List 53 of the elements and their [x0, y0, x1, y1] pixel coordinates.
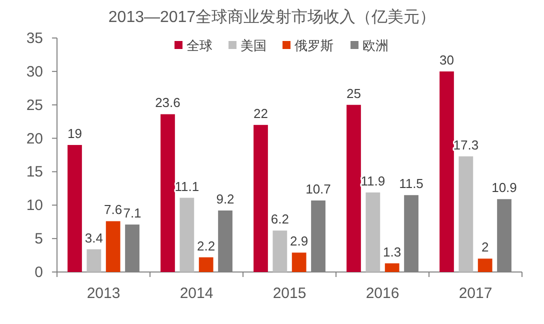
x-tick-label: 2016 — [366, 285, 400, 302]
legend-label: 俄罗斯 — [294, 38, 334, 53]
data-label: 2.2 — [197, 238, 216, 254]
bar — [180, 198, 194, 272]
y-tick-label: 30 — [26, 63, 43, 80]
bar — [86, 249, 102, 272]
y-tick-label: 10 — [26, 197, 43, 214]
y-tick-label: 25 — [26, 96, 43, 114]
data-label: 3.4 — [84, 230, 103, 246]
data-label: 2 — [481, 240, 489, 255]
x-tick-label: 2014 — [180, 285, 214, 302]
data-label: 19 — [68, 126, 82, 141]
bar — [272, 230, 288, 272]
data-label: 7.1 — [123, 206, 142, 221]
y-tick-label: 20 — [26, 130, 43, 148]
bar — [198, 257, 214, 272]
data-label: 10.7 — [306, 181, 331, 196]
bar — [384, 263, 400, 272]
data-label: 6.2 — [270, 212, 289, 227]
x-tick-label: 2013 — [86, 285, 120, 302]
bar — [292, 252, 306, 272]
y-tick-label: 35 — [26, 30, 43, 47]
data-label: 22 — [254, 106, 268, 121]
bar — [366, 192, 380, 272]
data-label: 11.5 — [399, 176, 424, 192]
data-label: 11.1 — [174, 178, 200, 194]
data-label: 23.6 — [155, 95, 180, 110]
y-tick-label: 0 — [34, 264, 43, 281]
legend-label: 欧洲 — [362, 38, 388, 53]
data-label: 9.2 — [216, 191, 234, 206]
bar — [346, 104, 361, 272]
legend-label: 全球 — [186, 38, 212, 53]
bar — [68, 144, 82, 272]
chart-title: 2013—2017全球商业发射市场收入（亿美元） — [108, 8, 436, 26]
y-tick-label: 15 — [26, 164, 43, 181]
data-label: 7.6 — [104, 202, 122, 218]
bar — [254, 124, 268, 272]
legend-label: 美国 — [240, 38, 266, 53]
data-label: 17.3 — [453, 137, 479, 152]
data-label: 25 — [346, 86, 361, 101]
data-label: 10.9 — [492, 180, 517, 196]
bar — [458, 156, 474, 272]
data-label: 11.9 — [360, 173, 386, 188]
data-label: 2.9 — [290, 234, 308, 249]
x-tick-label: 2015 — [272, 285, 306, 302]
bar — [440, 71, 454, 272]
y-tick-label: 5 — [34, 230, 43, 248]
data-label: 30 — [440, 52, 454, 68]
bar — [160, 114, 175, 272]
bar — [106, 221, 120, 272]
data-label: 1.3 — [383, 244, 402, 260]
x-tick-label: 2017 — [458, 285, 492, 302]
bar — [478, 258, 492, 272]
